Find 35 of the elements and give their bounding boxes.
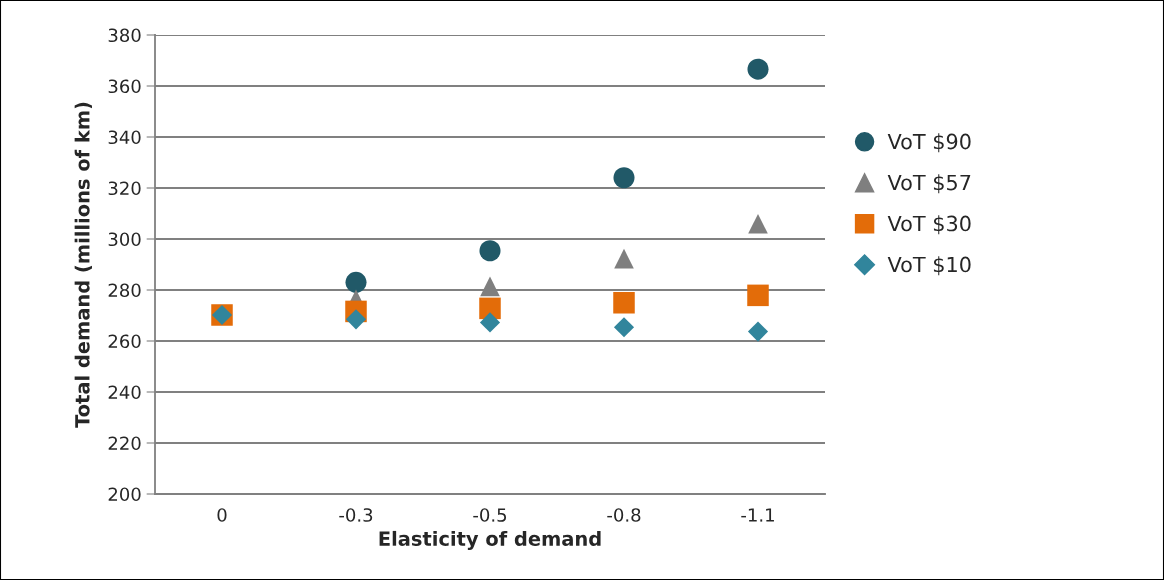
legend-label: VoT $57 (887, 174, 971, 194)
x-axis-title: Elasticity of demand (379, 530, 601, 550)
point (479, 240, 501, 262)
x-tick-label: -0.5 (473, 508, 507, 522)
legend-label: VoT $10 (887, 256, 971, 276)
point (614, 248, 634, 269)
y-tick-label: 340 (108, 130, 141, 145)
point (747, 58, 769, 80)
point (345, 271, 367, 293)
x-tick-label: -0.3 (339, 508, 373, 522)
legend-label: VoT $30 (887, 215, 971, 235)
y-tick-label: 260 (108, 334, 141, 349)
y-tick-label: 360 (108, 79, 141, 94)
point (479, 297, 501, 320)
point (747, 284, 769, 307)
x-tick-label: 0 (217, 508, 227, 522)
y-tick-label: 220 (108, 436, 141, 451)
y-tick-label: 300 (108, 232, 141, 247)
y-tick-label: 380 (108, 28, 141, 43)
point (479, 312, 501, 333)
point (613, 167, 635, 189)
point (613, 317, 635, 338)
y-axis-title: Total demand (millions of km) (74, 102, 92, 428)
y-tick-label: 240 (108, 385, 141, 400)
legend-label: VoT $90 (887, 133, 971, 153)
point (480, 276, 500, 297)
point (747, 321, 769, 342)
point (613, 291, 635, 314)
y-tick-label: 200 (108, 487, 141, 502)
y-tick-label: 320 (108, 181, 141, 196)
point (748, 213, 768, 234)
y-tick-label: 280 (108, 283, 141, 298)
point (345, 309, 367, 330)
x-tick-label: -0.8 (607, 508, 641, 522)
x-tick-label: -1.1 (741, 508, 774, 522)
